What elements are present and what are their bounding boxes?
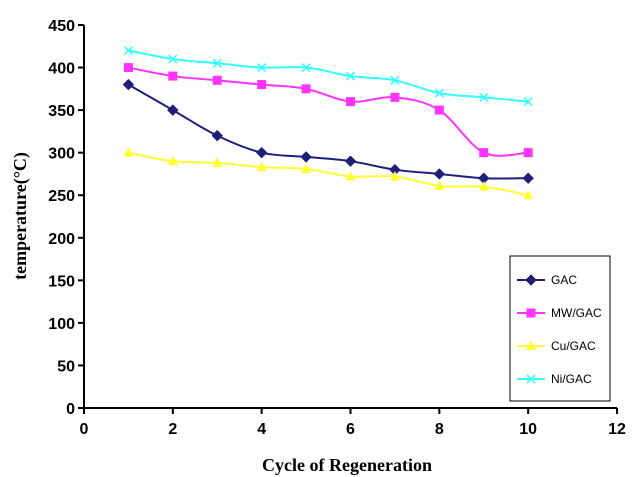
legend-marker [525,274,537,286]
data-point [257,80,267,90]
data-point [123,45,133,56]
legend-item: Cu/GAC [517,339,596,353]
y-tick-label: 250 [48,188,75,205]
data-point [344,155,357,167]
data-point [300,151,312,163]
data-point [256,161,267,172]
series-line [127,83,529,180]
data-point [167,155,178,166]
legend-item: GAC [517,273,577,287]
series-cu-gac [123,147,534,200]
data-point [479,92,489,102]
x-tick-label: 12 [608,421,626,438]
data-point [522,172,534,184]
data-point [257,62,267,73]
y-tick-label: 300 [48,146,75,163]
data-point [478,181,489,191]
data-point [123,63,133,73]
data-point [255,146,268,159]
legend-label: Ni/GAC [551,372,592,386]
series-mw-gac [123,63,533,158]
data-point [212,58,222,68]
y-tick-label: 450 [48,18,75,35]
series-line [128,66,529,157]
data-point [434,180,445,190]
data-point [346,97,355,107]
data-point [167,104,179,116]
data-point [212,157,223,167]
y-tick-label: 50 [57,358,75,375]
data-point [523,97,533,107]
y-tick-label: 150 [48,273,75,290]
y-tick-label: 350 [48,103,75,120]
legend: GAC MW/GAC Cu/GAC Ni/GAC [509,255,611,402]
data-point [301,84,311,94]
legend-marker [526,374,536,384]
y-tick-label: 400 [48,61,75,78]
x-tick-label: 8 [435,421,444,438]
data-point [523,189,534,200]
x-tick-label: 0 [80,421,89,438]
data-point [345,71,356,81]
data-point [390,75,400,85]
data-point [301,62,311,73]
x-axis-ticks: 0 2 4 6 8 10 12 [80,408,626,438]
data-point [434,88,444,98]
y-tick-label: 0 [66,401,75,418]
legend-label: GAC [551,273,577,287]
legend-label: Cu/GAC [551,339,596,353]
legend-marker [526,340,536,350]
series-line [128,151,529,197]
x-axis-title: Cycle of Regeneration [262,455,432,475]
data-point [168,71,178,81]
legend-item: Ni/GAC [517,372,592,386]
x-tick-label: 2 [168,421,177,438]
series-line [128,49,529,103]
data-point [433,168,446,180]
x-tick-label: 10 [519,421,537,438]
series-layer [122,45,534,200]
data-point [479,148,489,158]
legend-item: MW/GAC [517,306,602,320]
x-tick-label: 4 [257,421,266,438]
legend-label: MW/GAC [551,306,602,320]
data-point [122,78,135,91]
data-point [390,92,400,102]
data-point [168,54,178,64]
y-axis-ticks: 0 50 100 150 200 250 300 350 400 450 [48,18,84,418]
data-point [211,129,223,142]
data-point [389,170,400,181]
x-tick-label: 6 [346,421,355,438]
data-point [123,147,134,157]
data-point [301,163,312,173]
series-ni-gac [123,45,533,107]
data-point [345,170,356,181]
y-tick-label: 100 [48,316,75,333]
y-tick-label: 200 [48,231,75,248]
data-point [434,105,444,115]
y-axis-title: temperature(°C) [10,152,31,280]
data-point [212,75,222,85]
series-gac [122,78,534,184]
data-point [523,148,533,158]
legend-marker [526,308,536,318]
